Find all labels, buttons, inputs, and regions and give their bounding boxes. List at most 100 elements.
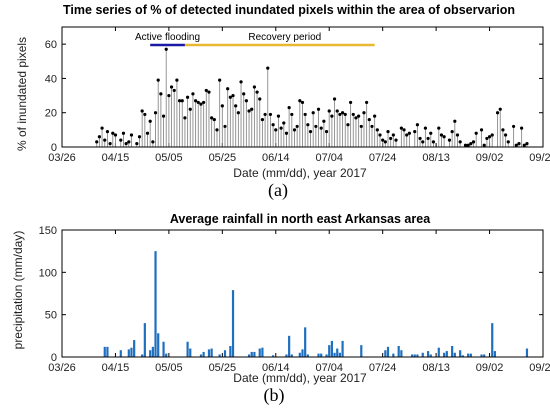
- stem-point: [381, 138, 385, 142]
- stem-point: [234, 104, 238, 108]
- plot-frame: [61, 229, 544, 358]
- stem-point: [525, 141, 529, 146]
- stem-point: [274, 128, 278, 132]
- bar: [290, 354, 293, 357]
- stem-point: [346, 123, 350, 127]
- stem-point: [290, 112, 294, 117]
- stem-point: [167, 93, 171, 98]
- stem-point: [260, 117, 265, 122]
- stem-point: [308, 129, 313, 134]
- bar: [483, 354, 486, 357]
- y-tick-label: 0: [51, 142, 57, 154]
- stem-point: [306, 123, 310, 127]
- x-tick-label: 06/14: [262, 152, 290, 164]
- x-axis-label: Date (mm/dd), year 2017: [233, 371, 367, 385]
- bar: [202, 351, 205, 357]
- stem-point: [485, 136, 489, 141]
- stem-point: [97, 135, 102, 139]
- y-tick-labels: 0 50 100 150: [39, 225, 57, 364]
- stem-point: [196, 100, 200, 105]
- stem-point: [298, 99, 302, 103]
- stem-point: [220, 104, 224, 108]
- stem-point: [415, 123, 420, 127]
- stem-point: [418, 136, 422, 141]
- bar: [149, 350, 152, 357]
- stem-point: [506, 140, 510, 144]
- stem-point: [129, 133, 134, 137]
- x-tick-label: 03/26: [48, 152, 76, 164]
- stem-point: [322, 119, 326, 123]
- y-tick-label: 0: [51, 352, 57, 364]
- stem-point: [185, 95, 190, 99]
- stem-point: [469, 141, 473, 146]
- bar: [525, 348, 529, 357]
- stem-point: [463, 143, 468, 147]
- y-tick-label: 60: [45, 39, 57, 51]
- x-tick-label: 03/26: [48, 362, 76, 374]
- stem-point: [316, 107, 321, 111]
- grid: [61, 229, 544, 358]
- stem-point: [271, 123, 275, 127]
- panel-label: (b): [263, 385, 285, 405]
- stem-point: [148, 119, 152, 123]
- stem-point: [236, 111, 240, 115]
- stem-point: [324, 129, 329, 134]
- bar: [151, 346, 154, 357]
- bar: [154, 251, 157, 357]
- bar: [336, 348, 339, 357]
- stem-point: [474, 131, 478, 135]
- panel-a: Time series of % of detected inundated p…: [0, 0, 550, 205]
- stem-point: [151, 140, 155, 144]
- bar: [413, 354, 416, 357]
- bar: [461, 355, 464, 357]
- stem-point: [340, 111, 345, 115]
- bar: [451, 345, 454, 357]
- x-tick-label: 07/24: [369, 362, 397, 374]
- stem-point: [140, 109, 144, 113]
- bar-chart: Average rainfall in north east Arkansas …: [11, 212, 550, 385]
- stem-point: [439, 133, 444, 137]
- stem-point: [231, 93, 235, 98]
- stem-point: [276, 114, 281, 118]
- x-tick-labels: 03/26 04/15 05/05 05/25 06/14 07/04 07/24 08/13…: [48, 362, 550, 374]
- bar: [360, 345, 363, 357]
- stem-point: [137, 135, 142, 139]
- stem-point: [177, 99, 182, 103]
- y-tick-labels: 0 20 40 60: [45, 39, 57, 154]
- bar: [386, 346, 390, 357]
- stem-point: [522, 143, 526, 147]
- stem-point: [490, 133, 494, 137]
- stem-point: [161, 114, 166, 118]
- stem-point: [292, 128, 297, 132]
- x-tick-label: 09/22: [529, 152, 550, 164]
- stem-point: [172, 88, 176, 93]
- x-tick-label: 07/04: [315, 362, 343, 374]
- y-tick-label: 50: [45, 310, 57, 322]
- stem-point: [517, 141, 521, 146]
- stem-point: [512, 124, 516, 129]
- stem-point: [252, 85, 256, 89]
- stem-point: [95, 140, 99, 144]
- x-tick-label: 05/05: [155, 152, 183, 164]
- stem-point: [437, 126, 441, 130]
- stem-point: [183, 116, 187, 120]
- bar: [397, 345, 400, 357]
- stem-point: [453, 119, 457, 123]
- bar: [223, 350, 227, 357]
- bar: [231, 290, 235, 357]
- bar: [199, 354, 203, 357]
- bar: [325, 354, 328, 357]
- stem-point: [413, 129, 417, 134]
- bar: [333, 352, 336, 357]
- bar: [469, 353, 472, 357]
- plot-frame: [61, 26, 544, 148]
- bar: [410, 354, 414, 357]
- stem-point: [263, 112, 267, 117]
- stem-point: [100, 126, 104, 130]
- stem-point: [226, 87, 230, 91]
- bar: [186, 341, 189, 357]
- bar: [165, 353, 168, 357]
- stem-point: [383, 140, 387, 144]
- stem-point: [204, 88, 208, 93]
- stem-point: [314, 124, 318, 129]
